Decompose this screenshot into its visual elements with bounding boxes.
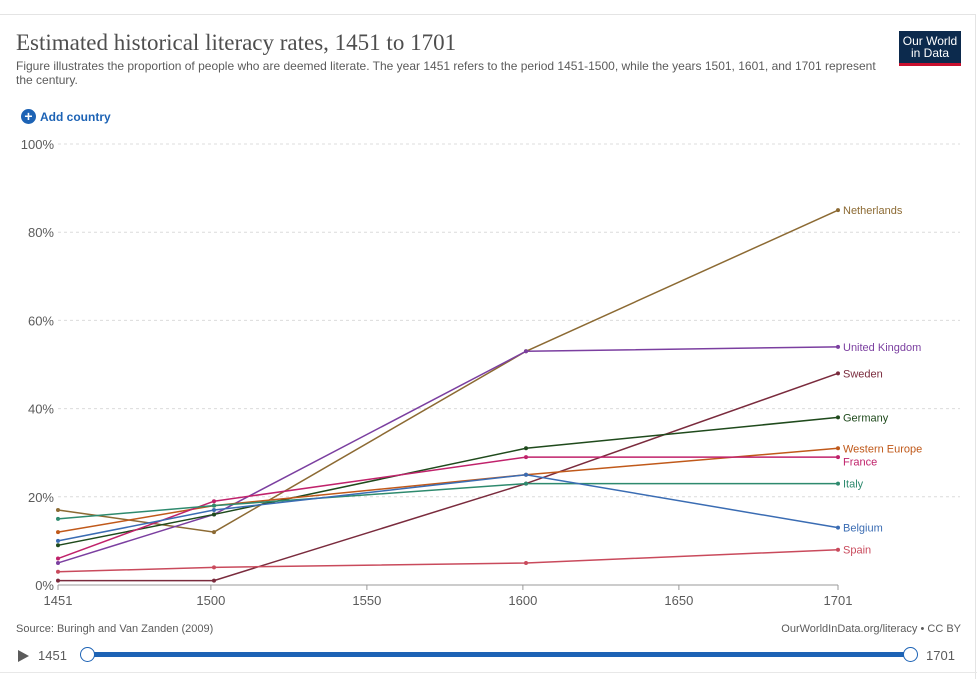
- data-point: [212, 503, 216, 508]
- timeline-track[interactable]: [86, 652, 910, 657]
- series-line-france: [57, 456, 838, 560]
- data-point: [212, 499, 216, 504]
- series-line-spain: [57, 548, 839, 573]
- data-point: [524, 455, 528, 460]
- timeline-start-handle[interactable]: [80, 647, 95, 662]
- y-tick-label: 80%: [28, 225, 54, 240]
- plus-circle-icon: +: [21, 109, 36, 124]
- chart-title: Estimated historical literacy rates, 145…: [16, 30, 457, 55]
- data-point: [524, 446, 528, 451]
- data-point: [836, 208, 840, 213]
- data-point: [836, 547, 840, 552]
- series-label[interactable]: Western Europe: [843, 443, 922, 455]
- series-label[interactable]: Spain: [843, 545, 871, 557]
- data-point: [836, 446, 840, 451]
- add-country-label: Add country: [40, 109, 111, 124]
- data-point: [56, 569, 60, 574]
- series-label[interactable]: France: [843, 456, 877, 468]
- data-point: [836, 481, 840, 486]
- series-label[interactable]: Sweden: [843, 368, 883, 380]
- logo-line-2: in Data: [910, 46, 950, 60]
- add-country-button[interactable]: + Add country: [21, 109, 111, 124]
- data-point: [212, 512, 216, 517]
- series-label[interactable]: United Kingdom: [843, 342, 921, 354]
- series-line-sweden: [58, 372, 839, 582]
- y-tick-label: 40%: [28, 402, 54, 417]
- data-point: [212, 565, 216, 570]
- owid-logo[interactable]: Our World in Data: [899, 31, 961, 66]
- timeline-end-handle[interactable]: [903, 647, 918, 662]
- data-point: [524, 349, 528, 354]
- logo-line-1: Our World: [902, 34, 958, 48]
- data-point: [56, 543, 60, 548]
- source-note[interactable]: Source: Buringh and Van Zanden (2009): [16, 623, 214, 635]
- x-tick-label: 1550: [352, 593, 381, 608]
- series-label[interactable]: Netherlands: [843, 205, 903, 217]
- series-label[interactable]: Belgium: [843, 523, 883, 535]
- credit-link[interactable]: OurWorldInData.org/literacy • CC BY: [781, 623, 961, 635]
- series-line-netherlands: [57, 209, 839, 533]
- data-point: [524, 472, 528, 477]
- data-point: [56, 560, 60, 565]
- line-chart: 0% 20% 40% 60% 80% 100% 1451 1500 1550 1600 1650 17…: [21, 137, 960, 608]
- bottom-tabs-strip: [0, 672, 977, 679]
- data-point: [836, 344, 840, 349]
- data-point: [212, 530, 216, 535]
- data-point: [836, 371, 840, 376]
- data-point: [836, 525, 840, 530]
- data-point: [56, 556, 60, 561]
- series-label[interactable]: Italy: [843, 479, 864, 491]
- data-point: [212, 508, 216, 513]
- play-icon[interactable]: [18, 650, 29, 662]
- data-point: [56, 578, 60, 583]
- x-tick-label: 1650: [664, 593, 693, 608]
- chart-frame: [0, 14, 976, 679]
- data-point: [836, 415, 840, 420]
- data-point: [524, 560, 528, 565]
- chart-subtitle: Figure illustrates the proportion of peo…: [16, 59, 876, 87]
- data-point: [212, 578, 216, 583]
- data-point: [56, 538, 60, 543]
- series-label[interactable]: Germany: [843, 412, 889, 424]
- data-point: [56, 530, 60, 535]
- data-point: [836, 455, 840, 460]
- y-tick-label: 100%: [21, 137, 55, 152]
- series-line-western-europe: [57, 447, 839, 533]
- x-tick-label: 1500: [196, 593, 225, 608]
- x-tick-label: 1600: [508, 593, 537, 608]
- y-tick-label: 20%: [28, 490, 54, 505]
- timeline: 1451 1701: [0, 645, 977, 667]
- y-tick-label: 60%: [28, 313, 54, 328]
- series-line-belgium: [57, 473, 839, 542]
- series-line-italy: [57, 482, 838, 520]
- y-tick-label: 0%: [35, 578, 54, 593]
- x-tick-label: 1701: [824, 593, 853, 608]
- x-tick-label: 1451: [44, 593, 73, 608]
- data-point: [56, 508, 60, 513]
- data-point: [524, 481, 528, 486]
- data-point: [56, 516, 60, 521]
- timeline-start-label: 1451: [38, 648, 67, 663]
- timeline-end-label: 1701: [926, 648, 955, 663]
- series-line-united-kingdom: [57, 346, 839, 564]
- logo-accent-bar: [899, 63, 961, 66]
